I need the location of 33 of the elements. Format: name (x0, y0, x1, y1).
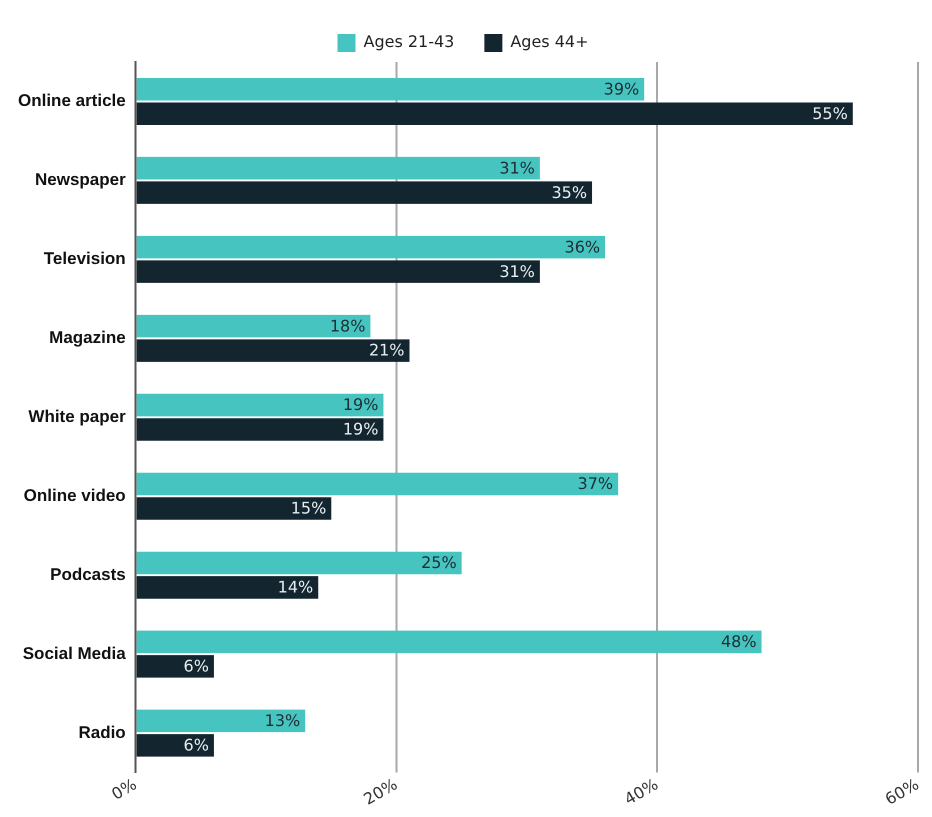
legend-label: Ages 21-43 (364, 32, 454, 52)
y-tick-label: Social Media (22, 644, 126, 663)
data-label: 13% (264, 711, 300, 730)
data-label: 48% (720, 632, 757, 652)
data-label: 14% (278, 578, 314, 597)
data-label: 31% (499, 262, 535, 281)
data-label: 21% (368, 340, 405, 360)
data-label: 19% (342, 395, 378, 414)
data-label: 55% (812, 104, 848, 123)
y-tick-label: Magazine (49, 328, 126, 348)
data-label: 25% (421, 553, 457, 572)
x-tick-label: 40% (621, 774, 662, 809)
y-tick-label: Online article (18, 91, 126, 110)
data-label: 35% (551, 182, 588, 202)
x-tick-label: 60% (882, 774, 922, 809)
data-label: 18% (330, 316, 366, 336)
data-label: 15% (290, 498, 326, 518)
data-label: 6% (184, 656, 209, 676)
data-label: 19% (342, 420, 378, 439)
y-tick-label: White paper (28, 406, 126, 426)
y-tick-label: Newspaper (35, 170, 126, 190)
x-tick-label: 0% (108, 774, 140, 804)
data-label: 39% (604, 79, 640, 98)
y-tick-label: Television (44, 249, 126, 268)
y-tick-label: Podcasts (50, 564, 126, 584)
y-tick-label: Radio (78, 722, 126, 742)
data-label: 36% (564, 237, 600, 256)
data-label: 6% (184, 736, 209, 755)
y-tick-label: Online video (24, 486, 126, 505)
legend-label: Ages 44+ (510, 32, 589, 52)
data-label: 31% (499, 158, 535, 178)
x-tick-label: 20% (360, 774, 401, 809)
data-label: 37% (578, 474, 614, 494)
